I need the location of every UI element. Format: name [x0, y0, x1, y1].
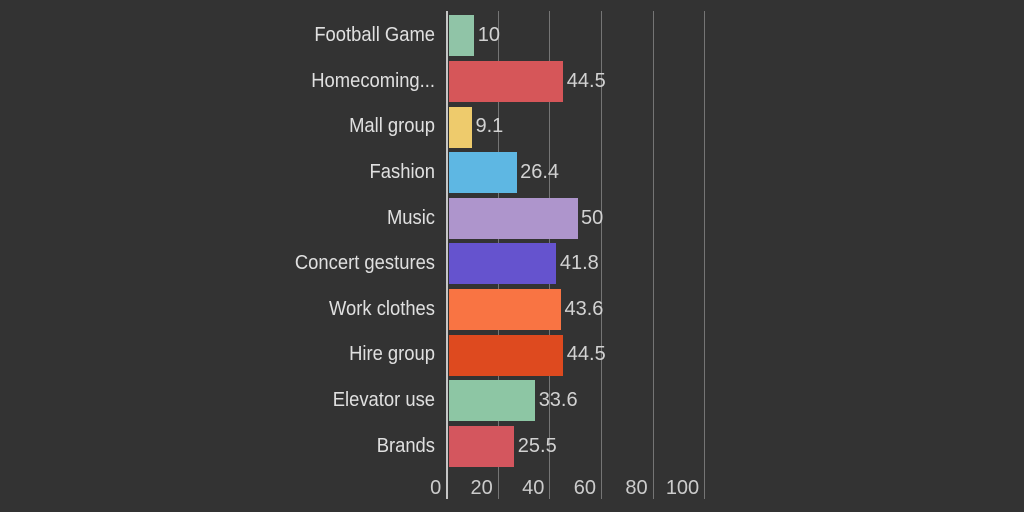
bar-row: Football Game 10 [0, 13, 1024, 59]
x-tick-label: 100 [665, 477, 700, 499]
category-label: Homecoming... [311, 69, 435, 92]
bar-row: Homecoming... 44.5 [0, 59, 1024, 105]
bar-row: Fashion 26.4 [0, 150, 1024, 196]
bar-row: Concert gestures 41.8 [0, 241, 1024, 287]
x-tick-label: 80 [625, 477, 648, 499]
category-label: Hire group [349, 343, 435, 366]
category-label: Music [386, 206, 435, 229]
value-label: 25.5 [517, 434, 557, 457]
value-label: 26.4 [520, 161, 560, 183]
bar [448, 106, 472, 148]
gridline-60 [601, 11, 602, 499]
bar-row: Brands 25.5 [0, 424, 1024, 470]
gridline-100 [704, 11, 706, 499]
category-label: Concert gestures [294, 252, 435, 275]
bar [448, 380, 536, 422]
x-tick-label: 40 [522, 477, 545, 499]
bar [448, 334, 564, 376]
bar [448, 425, 515, 467]
bar [448, 152, 517, 194]
value-label: 44.5 [566, 69, 606, 92]
bar-row: Mall group 9.1 [0, 104, 1024, 150]
category-label: Work clothes [328, 297, 435, 320]
bar [448, 15, 475, 57]
value-label: 44.5 [566, 343, 606, 366]
value-label: 41.8 [559, 252, 599, 275]
x-tick-label: 60 [573, 477, 596, 499]
gridline-80 [652, 11, 654, 499]
value-label: 9.1 [475, 115, 504, 138]
value-label: 10 [477, 24, 501, 47]
bar-row: Music 50 [0, 196, 1024, 242]
bar-row: Work clothes 43.6 [0, 287, 1024, 333]
category-label: Mall group [349, 115, 435, 138]
value-label: 50 [581, 206, 604, 229]
value-label: 33.6 [538, 389, 578, 411]
bar [448, 289, 561, 331]
y-axis-line [446, 11, 449, 499]
value-label: 43.6 [564, 297, 604, 320]
category-label: Football Game [314, 24, 435, 47]
bar [448, 197, 578, 239]
bar [448, 61, 564, 103]
x-tick-label: 20 [470, 477, 493, 499]
bar-row: Elevator use 33.6 [0, 378, 1024, 424]
x-tick-label: 0 [430, 477, 442, 499]
category-label: Brands [376, 434, 435, 457]
category-label: Elevator use [332, 389, 435, 411]
bar [448, 243, 557, 285]
category-label: Fashion [369, 161, 435, 183]
bar-row: Hire group 44.5 [0, 332, 1024, 378]
